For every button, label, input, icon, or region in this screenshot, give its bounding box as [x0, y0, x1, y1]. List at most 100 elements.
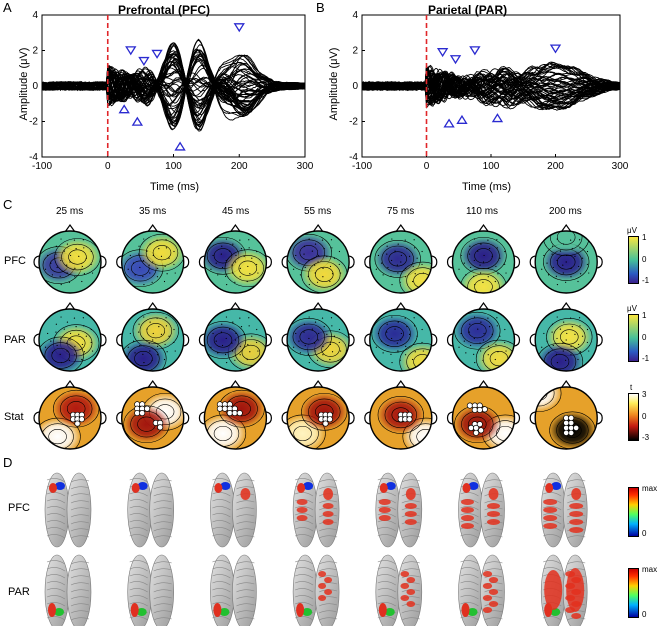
- sensor-dot: [231, 342, 233, 344]
- significant-sensor: [74, 420, 81, 427]
- sensor-dot: [547, 274, 550, 276]
- gyrus-line: [153, 535, 172, 539]
- topomap-r1-c3: [281, 301, 355, 372]
- gyrus-line: [70, 514, 90, 518]
- sensor-dot: [489, 247, 491, 250]
- stim-site-marker: [384, 608, 395, 616]
- head-ear-right: [597, 411, 603, 425]
- gyrus-line: [70, 486, 90, 490]
- activation-blob: [404, 519, 417, 525]
- sensor-dot: [60, 238, 62, 240]
- sensor-dot: [173, 328, 175, 331]
- sensor-dot: [331, 351, 334, 353]
- sensor-dot: [221, 344, 224, 347]
- gyrus-line: [153, 479, 172, 483]
- activation-blob: [318, 571, 327, 577]
- sensor-dot: [314, 342, 316, 344]
- sensor-dot: [391, 316, 393, 318]
- significant-sensor: [326, 416, 333, 423]
- y-tick-label: 0: [32, 81, 38, 92]
- head-nose: [560, 379, 572, 389]
- significant-sensor: [157, 424, 164, 431]
- gyrus-line: [401, 568, 420, 572]
- sensor-dot: [414, 273, 416, 275]
- topomap-blob: [138, 234, 184, 272]
- sensor-dot: [422, 272, 424, 274]
- sensor-dot: [416, 335, 418, 337]
- activation-blob: [461, 523, 474, 529]
- sensor-dot: [156, 276, 159, 278]
- sensor-dot: [487, 276, 489, 278]
- sensor-dot: [505, 350, 507, 352]
- head-ear-left: [529, 255, 536, 269]
- gyrus-line: [212, 581, 231, 586]
- gyrus-line: [377, 513, 396, 518]
- sensor-dot: [308, 283, 310, 286]
- waveform-trace: [361, 71, 620, 98]
- sensor-dot: [295, 254, 297, 257]
- peak-marker: [443, 118, 455, 128]
- significant-sensor: [473, 429, 480, 436]
- gyrus-line: [129, 616, 148, 621]
- peak-marker: [449, 55, 462, 65]
- contour-line: [138, 233, 184, 272]
- sensor-dot: [465, 274, 467, 276]
- sensor-dot: [149, 243, 151, 245]
- gyrus-line: [153, 561, 172, 565]
- activation-blob: [569, 511, 584, 517]
- sensor-dot: [158, 325, 160, 328]
- sensor-dot: [331, 247, 333, 249]
- sensor-dot: [470, 266, 472, 269]
- sensor-dot: [468, 253, 471, 255]
- sensor-dot: [477, 328, 479, 330]
- head-nose: [560, 223, 572, 233]
- sensor-dot: [405, 345, 407, 347]
- gyrus-line: [294, 534, 314, 539]
- activation-blob: [406, 601, 416, 607]
- head-ear-left: [281, 411, 288, 425]
- brain-hemisphere-right: [149, 472, 174, 548]
- sensor-dot: [157, 267, 159, 269]
- topomap-blob: [399, 262, 432, 293]
- sensor-dot: [578, 343, 580, 346]
- sensor-dot: [400, 261, 402, 263]
- sensor-dot: [90, 263, 92, 266]
- sensor-dot: [81, 343, 84, 346]
- significant-sensor: [573, 424, 580, 431]
- contour-line: [384, 401, 417, 429]
- sensor-dot: [226, 283, 228, 286]
- gyrus-line: [377, 560, 396, 565]
- gyrus-line: [129, 574, 148, 579]
- cb-uv-bot-2: -1: [642, 354, 650, 363]
- sensor-dot: [330, 317, 333, 319]
- sensor-dot: [421, 341, 423, 344]
- activation-blob: [318, 595, 327, 601]
- gyrus-line: [401, 479, 420, 483]
- sensor-dot: [570, 267, 572, 269]
- sensor-dot: [50, 262, 52, 264]
- x-tick-label: 300: [612, 161, 629, 172]
- gyrus-line: [153, 582, 172, 586]
- gyrus-line: [70, 603, 90, 607]
- sensor-dot: [55, 323, 57, 325]
- peak-marker: [436, 48, 449, 58]
- sensor-dot: [298, 340, 300, 342]
- gyrus-line: [46, 616, 66, 621]
- sensor-dot: [333, 335, 336, 337]
- sensor-dot: [221, 323, 223, 325]
- head-nose: [312, 379, 324, 389]
- head-outline: [120, 386, 185, 450]
- sensor-dot: [543, 332, 545, 335]
- sensor-dot: [307, 275, 309, 277]
- sensor-dot: [331, 273, 334, 275]
- activation-blob: [488, 488, 499, 500]
- x-tick-label: 0: [424, 161, 430, 172]
- sensor-dot: [404, 354, 407, 356]
- activation-blob: [488, 601, 499, 607]
- head-outline: [451, 308, 516, 372]
- sensor-dot: [399, 281, 401, 283]
- gyrus-line: [129, 478, 148, 483]
- gyrus-line: [401, 500, 420, 504]
- sensor-dot: [326, 333, 328, 335]
- sensor-dot: [381, 340, 383, 342]
